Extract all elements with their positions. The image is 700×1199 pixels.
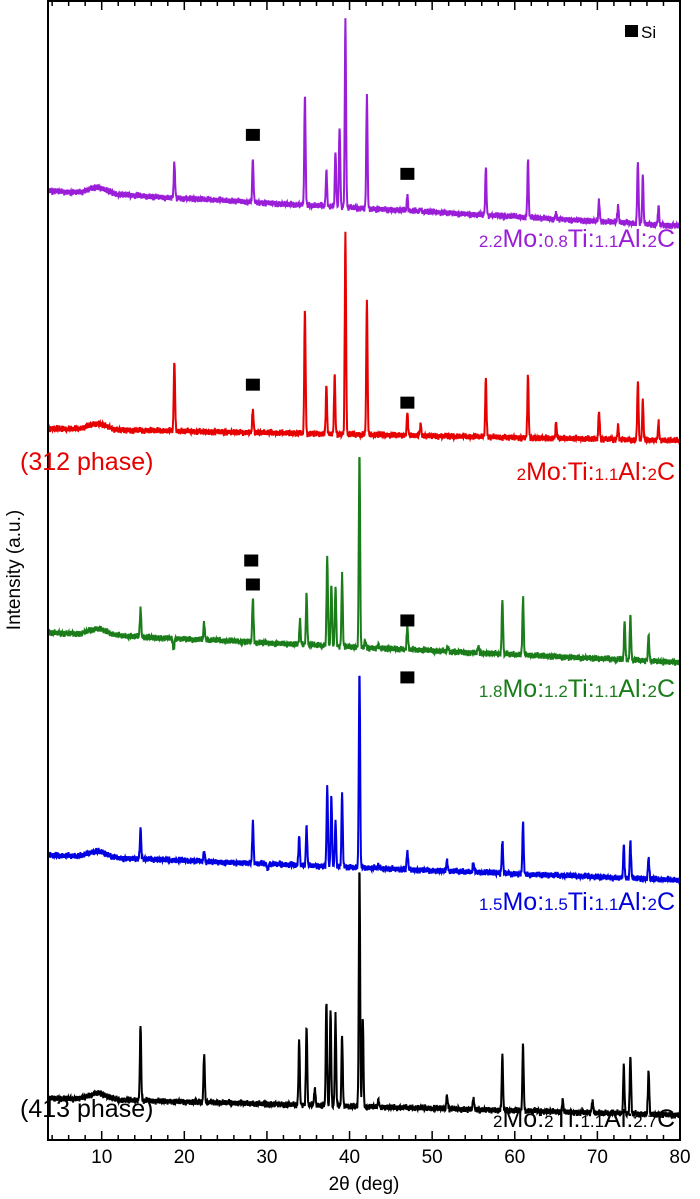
- si-marker: [400, 396, 415, 409]
- trace-series-3: [47, 675, 681, 885]
- trace-series-2: [47, 456, 681, 666]
- si-marker: [245, 578, 260, 591]
- series-label-4: 2Mo:2Ti:1.1Al:2.7C: [493, 1105, 675, 1133]
- x-tick-label: 30: [256, 1147, 277, 1168]
- traces: [47, 18, 681, 1120]
- x-ticks: [51, 1, 681, 1140]
- series-label-1: 2Mo:Ti:1.1Al:2C: [517, 458, 675, 486]
- legend-si-marker: [625, 25, 638, 37]
- series-label-2: 1.8Mo:1.2Ti:1.1Al:2C: [479, 675, 675, 703]
- x-axis-label: 2θ (deg): [329, 1174, 400, 1195]
- si-marker: [245, 378, 260, 391]
- trace-series-4: [47, 872, 681, 1120]
- trace-series-0: [47, 18, 681, 231]
- series-label-3: 1.5Mo:1.5Ti:1.1Al:2C: [479, 888, 675, 916]
- x-tick-label: 20: [174, 1147, 195, 1168]
- series-label-0: 2.2Mo:0.8Ti:1.1Al:2C: [479, 225, 675, 253]
- legend: Si: [625, 23, 656, 42]
- x-tick-labels: 10 20 30 40 50 60 70 80: [91, 1147, 690, 1168]
- x-tick-label: 80: [669, 1147, 690, 1168]
- phase-annotation: (312 phase): [20, 448, 153, 476]
- si-marker: [400, 671, 415, 684]
- x-tick-label: 10: [91, 1147, 112, 1168]
- x-tick-label: 60: [504, 1147, 525, 1168]
- x-tick-label: 40: [339, 1147, 360, 1168]
- si-markers: [244, 128, 415, 684]
- x-tick-label: 70: [587, 1147, 608, 1168]
- plot-frame: [47, 0, 681, 1141]
- trace-series-1: [47, 231, 681, 446]
- legend-si-label: Si: [641, 23, 656, 42]
- x-tick-label: 50: [422, 1147, 443, 1168]
- phase-annotation: (413 phase): [20, 1095, 153, 1123]
- y-axis-label: Intensity (a.u.): [4, 510, 25, 630]
- si-marker: [400, 614, 415, 627]
- si-marker: [244, 554, 259, 567]
- series-labels: 2.2Mo:0.8Ti:1.1Al:2C 2Mo:Ti:1.1Al:2C (312 …: [20, 225, 675, 1133]
- si-marker: [245, 128, 260, 141]
- si-marker: [400, 167, 415, 180]
